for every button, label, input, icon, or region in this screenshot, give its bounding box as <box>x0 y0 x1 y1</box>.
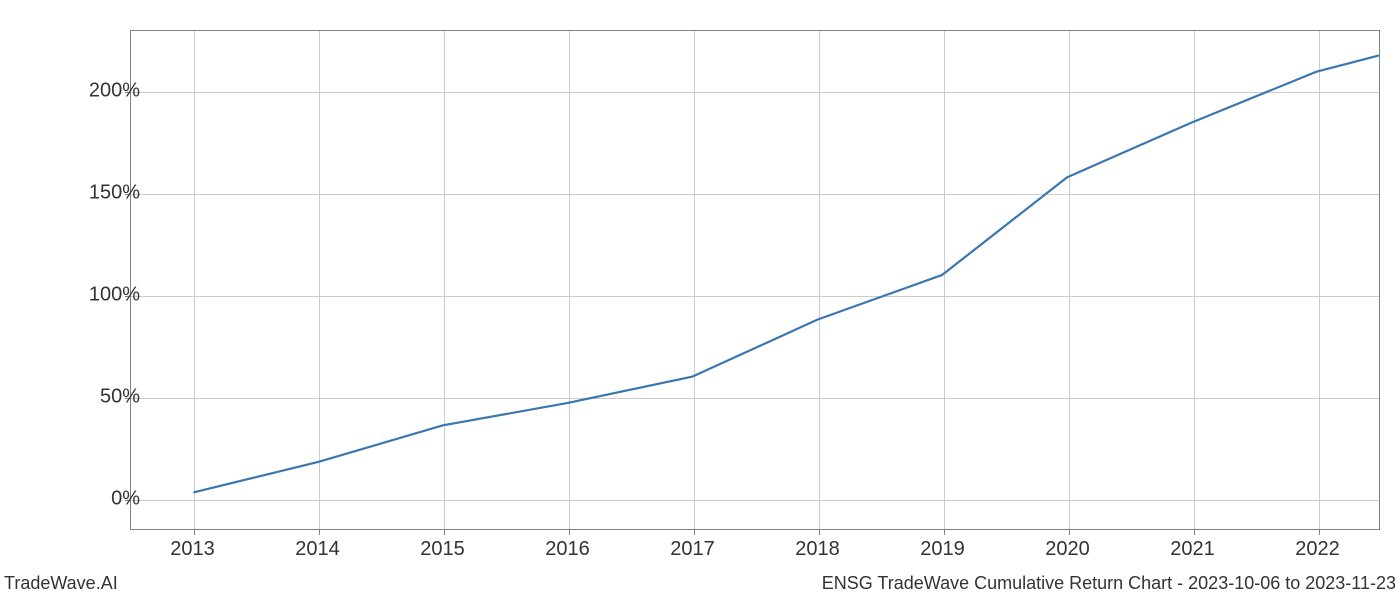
y-tick-label: 0% <box>60 488 140 511</box>
x-tick-mark <box>194 529 195 535</box>
footer-right-text: ENSG TradeWave Cumulative Return Chart -… <box>822 573 1396 594</box>
x-tick-label: 2013 <box>170 538 215 561</box>
chart-container <box>130 30 1380 530</box>
x-tick-label: 2017 <box>670 538 715 561</box>
y-tick-label: 200% <box>60 80 140 103</box>
y-tick-label: 150% <box>60 182 140 205</box>
x-tick-label: 2016 <box>545 538 590 561</box>
x-tick-mark <box>819 529 820 535</box>
footer-left-text: TradeWave.AI <box>4 573 118 594</box>
x-tick-label: 2018 <box>795 538 840 561</box>
plot-area <box>130 30 1380 530</box>
x-tick-mark <box>1069 529 1070 535</box>
x-tick-mark <box>444 529 445 535</box>
x-tick-mark <box>694 529 695 535</box>
x-tick-label: 2019 <box>920 538 965 561</box>
x-tick-label: 2015 <box>420 538 465 561</box>
x-tick-label: 2014 <box>295 538 340 561</box>
x-tick-mark <box>944 529 945 535</box>
x-tick-mark <box>319 529 320 535</box>
line-series-svg <box>131 31 1379 529</box>
x-tick-label: 2020 <box>1045 538 1090 561</box>
x-tick-label: 2022 <box>1295 538 1340 561</box>
x-tick-mark <box>1319 529 1320 535</box>
y-tick-label: 100% <box>60 284 140 307</box>
x-tick-mark <box>569 529 570 535</box>
x-tick-mark <box>1194 529 1195 535</box>
x-tick-label: 2021 <box>1170 538 1215 561</box>
y-tick-label: 50% <box>60 386 140 409</box>
line-series-cumulative-return <box>193 55 1379 492</box>
